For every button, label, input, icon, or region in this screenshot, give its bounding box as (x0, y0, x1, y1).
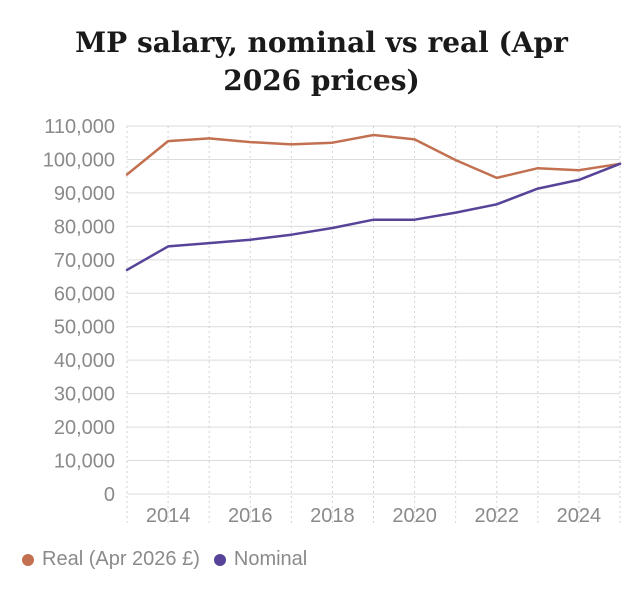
chart-title-line-2: 2026 prices) (223, 64, 420, 97)
series-line-real (125, 133, 622, 180)
y-tick-label: 70,000 (54, 250, 115, 272)
x-tick-label: 2014 (146, 505, 191, 527)
y-tick-label: 40,000 (54, 350, 115, 372)
y-tick-label: 100,000 (43, 149, 115, 171)
x-tick-label: 2016 (228, 505, 273, 527)
y-tick-label: 60,000 (54, 283, 115, 305)
legend-item-nominal: Nominal (213, 548, 308, 571)
legend-label-nominal: Nominal (233, 548, 308, 570)
y-axis-ticks: 0 10,000 20,000 30,000 40,000 50,000 60,000 70,… (43, 116, 115, 506)
x-tick-label: 2018 (310, 505, 355, 527)
grid-layer (126, 125, 621, 526)
y-tick-label: 50,000 (54, 317, 115, 339)
x-tick-label: 2024 (557, 505, 602, 527)
legend-swatch-nominal (213, 553, 226, 566)
y-tick-label: 10,000 (54, 451, 115, 473)
x-tick-label: 2022 (475, 505, 520, 527)
x-tick-label: 2020 (392, 505, 437, 527)
y-tick-label: 30,000 (54, 384, 115, 406)
chart-title: MP salary, nominal vs real (Apr 2026 pri… (0, 24, 643, 100)
legend-item-real: Real (Apr 2026 £) (22, 548, 200, 571)
legend-label-real: Real (Apr 2026 £) (42, 548, 200, 570)
y-tick-label: 20,000 (54, 417, 115, 439)
y-tick-label: 80,000 (54, 216, 115, 238)
y-tick-label: 110,000 (44, 116, 115, 138)
chart-title-line-1: MP salary, nominal vs real (Apr (75, 26, 568, 59)
legend: Real (Apr 2026 £) Nominal (22, 548, 321, 571)
series-layer (125, 133, 622, 272)
x-axis-ticks: 2014 2016 2018 2020 2022 2024 (146, 505, 601, 527)
y-tick-label: 0 (104, 484, 115, 506)
legend-swatch-real (22, 553, 34, 566)
y-tick-label: 90,000 (54, 183, 115, 205)
series-line-nominal (125, 162, 622, 272)
